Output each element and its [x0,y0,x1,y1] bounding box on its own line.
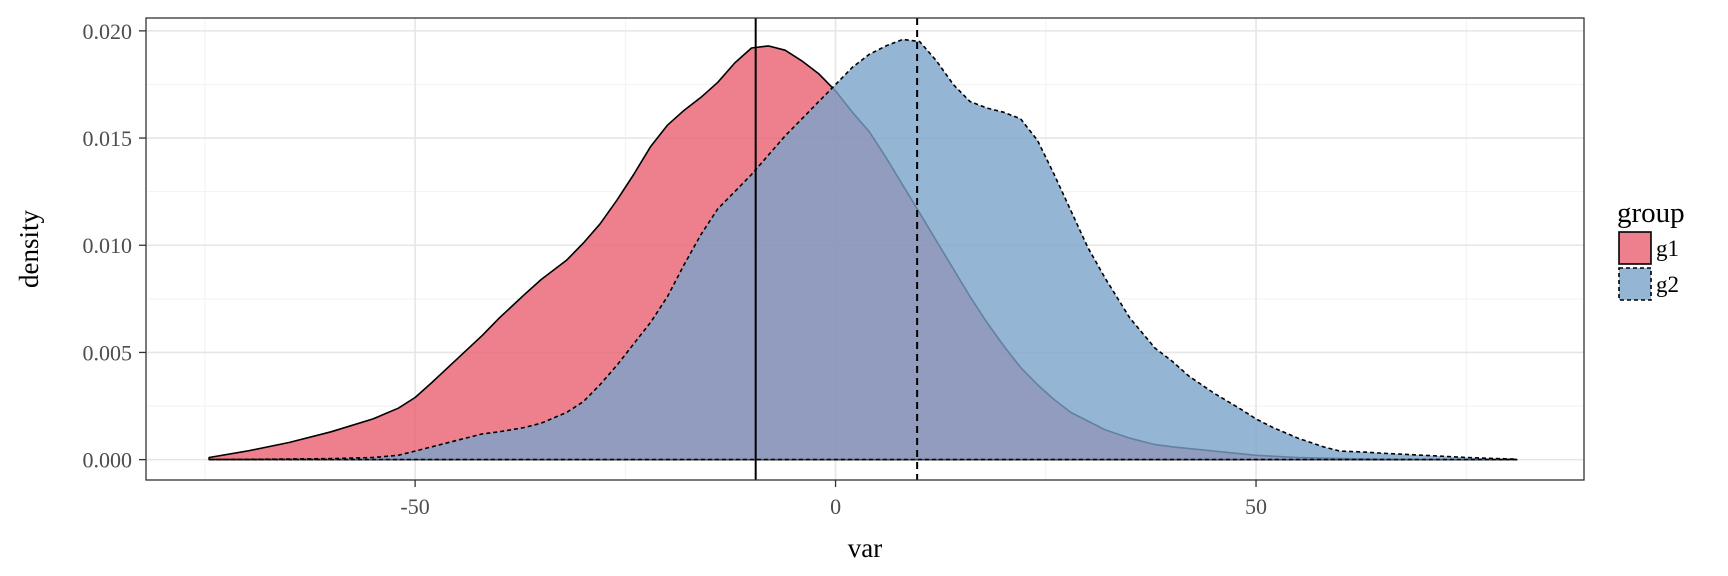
y-axis-title: density [14,210,44,288]
legend-label-g2: g2 [1656,272,1679,297]
x-tick-label: -50 [400,494,429,519]
x-axis-title: var [848,533,882,563]
mean-lines [754,18,919,480]
y-tick-label: 0.000 [83,448,133,473]
legend-label-g1: g1 [1656,236,1679,261]
x-tick-label: 50 [1245,494,1267,519]
y-tick-label: 0.020 [83,19,133,44]
legend-title: group [1617,197,1685,229]
legend-key-g2 [1618,267,1652,301]
y-axis: 0.000 0.005 0.010 0.015 0.020 [83,19,146,473]
legend-key-g1 [1618,231,1652,265]
x-axis: -50 0 50 [400,480,1267,519]
y-tick-label: 0.005 [83,340,133,365]
plot-border [145,17,1585,481]
y-tick-label: 0.010 [83,233,133,258]
legend: group g1 g2 [1617,197,1685,301]
density-area-g2 [208,38,1518,461]
x-tick-label: 0 [830,494,841,519]
density-areas [208,38,1518,461]
y-tick-label: 0.015 [83,126,133,151]
